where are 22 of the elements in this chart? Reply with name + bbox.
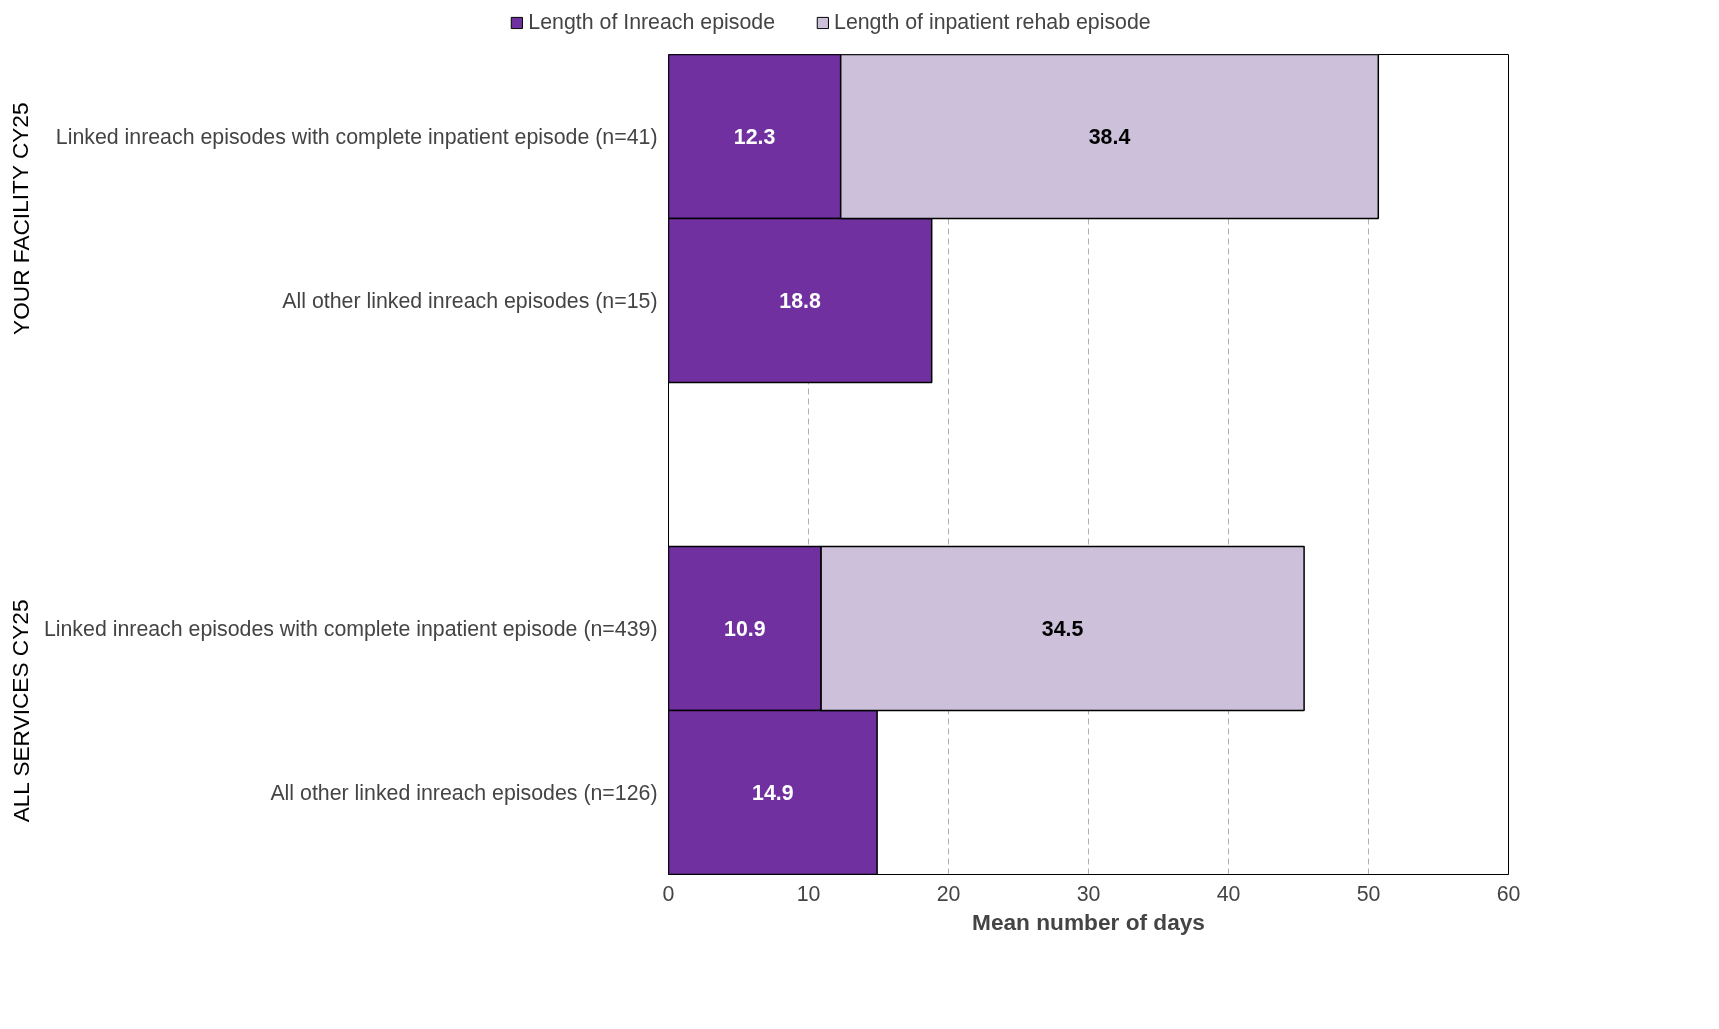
text: ALL SERVICES CY25 bbox=[7, 599, 34, 823]
x-tick-label: 10 bbox=[796, 881, 821, 906]
y-tick-label: All other linked inreach episodes (n=15) bbox=[282, 288, 658, 313]
legend-label: Length of inpatient rehab episode bbox=[834, 9, 1151, 35]
x-axis-title: Mean number of days bbox=[972, 908, 1205, 935]
x-tick-label: 0 bbox=[662, 881, 675, 906]
x-tick-label: 60 bbox=[1496, 881, 1521, 906]
data-label: 34.5 bbox=[1041, 617, 1084, 641]
data-label: 14.9 bbox=[752, 781, 794, 805]
y-tick-label: Linked inreach episodes with complete inpatient episode (n=41) bbox=[55, 124, 658, 149]
y-tick-label: Linked inreach episodes with complete inpatient episode (n=439) bbox=[43, 616, 658, 641]
data-label: 38.4 bbox=[1088, 125, 1131, 149]
x-tick-label: 50 bbox=[1356, 881, 1381, 906]
x-tick-label: 30 bbox=[1076, 881, 1101, 906]
x-tick-label: 20 bbox=[936, 881, 961, 906]
data-label: 18.8 bbox=[779, 289, 821, 313]
y-tick-label: All other linked inreach episodes (n=126) bbox=[270, 780, 658, 805]
data-label: 10.9 bbox=[724, 617, 766, 641]
data-label: 12.3 bbox=[733, 125, 776, 149]
text: YOUR FACILITY CY25 bbox=[7, 102, 34, 335]
x-tick-label: 40 bbox=[1216, 881, 1241, 906]
legend-label: Length of Inreach episode bbox=[528, 9, 776, 35]
